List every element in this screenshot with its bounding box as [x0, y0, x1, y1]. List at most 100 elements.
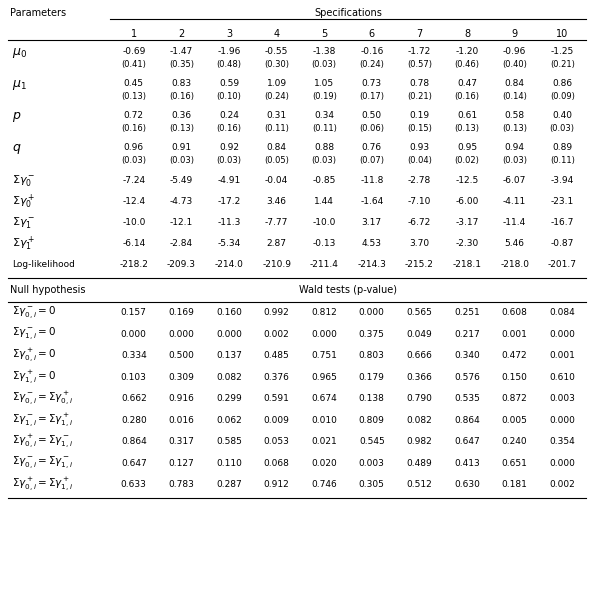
Text: -6.14: -6.14: [122, 239, 145, 248]
Text: -0.13: -0.13: [313, 239, 336, 248]
Text: 0.96: 0.96: [124, 143, 144, 152]
Text: 0.005: 0.005: [502, 416, 528, 424]
Text: 0.082: 0.082: [216, 373, 242, 382]
Text: -1.20: -1.20: [456, 47, 479, 56]
Text: $\Sigma\gamma_0^-$: $\Sigma\gamma_0^-$: [12, 173, 35, 188]
Text: 0.86: 0.86: [552, 79, 572, 88]
Text: 0.630: 0.630: [454, 480, 480, 489]
Text: 0.50: 0.50: [362, 111, 382, 120]
Text: -0.96: -0.96: [503, 47, 527, 56]
Text: 3.46: 3.46: [267, 197, 287, 206]
Text: $\Sigma\gamma_{1,i}^- = 0$: $\Sigma\gamma_{1,i}^- = 0$: [12, 326, 56, 342]
Text: 0.608: 0.608: [502, 308, 528, 317]
Text: (0.35): (0.35): [169, 60, 194, 69]
Text: $\Sigma\gamma_{1,i}^+ = 0$: $\Sigma\gamma_{1,i}^+ = 0$: [12, 368, 56, 386]
Text: -4.91: -4.91: [217, 176, 241, 185]
Text: $\Sigma\gamma_{0,i}^- = \Sigma\gamma_{0,i}^+$: $\Sigma\gamma_{0,i}^- = \Sigma\gamma_{0,…: [12, 390, 73, 407]
Text: (0.16): (0.16): [169, 92, 194, 101]
Text: 0.803: 0.803: [359, 351, 385, 360]
Text: 2.87: 2.87: [267, 239, 287, 248]
Text: -1.38: -1.38: [313, 47, 336, 56]
Text: 0.127: 0.127: [168, 459, 194, 468]
Text: Specifications: Specifications: [314, 7, 382, 18]
Text: -2.78: -2.78: [408, 176, 431, 185]
Text: 0.45: 0.45: [124, 79, 144, 88]
Text: -5.34: -5.34: [217, 239, 241, 248]
Text: 0.916: 0.916: [168, 394, 194, 403]
Text: 0.512: 0.512: [407, 480, 432, 489]
Text: 0.812: 0.812: [311, 308, 337, 317]
Text: 0.376: 0.376: [264, 373, 290, 382]
Text: (0.16): (0.16): [216, 124, 242, 133]
Text: -6.07: -6.07: [503, 176, 527, 185]
Text: (0.03): (0.03): [311, 156, 337, 165]
Text: 0.84: 0.84: [505, 79, 525, 88]
Text: $\Sigma\gamma_{0,i}^+ = \Sigma\gamma_{1,i}^+$: $\Sigma\gamma_{0,i}^+ = \Sigma\gamma_{1,…: [12, 476, 73, 493]
Text: 0.137: 0.137: [216, 351, 242, 360]
Text: 3: 3: [226, 29, 232, 38]
Text: (0.48): (0.48): [216, 60, 242, 69]
Text: 0.84: 0.84: [267, 143, 287, 152]
Text: 0.864: 0.864: [121, 437, 147, 446]
Text: 0.662: 0.662: [121, 394, 147, 403]
Text: 0.92: 0.92: [219, 143, 239, 152]
Text: 0.647: 0.647: [121, 459, 147, 468]
Text: 0.585: 0.585: [216, 437, 242, 446]
Text: -2.84: -2.84: [170, 239, 193, 248]
Text: 8: 8: [464, 29, 470, 38]
Text: (0.03): (0.03): [216, 156, 242, 165]
Text: 0.280: 0.280: [121, 416, 147, 424]
Text: (0.24): (0.24): [359, 60, 384, 69]
Text: 0.002: 0.002: [549, 480, 575, 489]
Text: 0.317: 0.317: [168, 437, 194, 446]
Text: 0.009: 0.009: [264, 416, 290, 424]
Text: $\Sigma\gamma_{1,i}^- = \Sigma\gamma_{1,i}^+$: $\Sigma\gamma_{1,i}^- = \Sigma\gamma_{1,…: [12, 412, 73, 429]
Text: Wald tests (p-value): Wald tests (p-value): [299, 285, 397, 295]
Text: (0.03): (0.03): [311, 60, 337, 69]
Text: 0.647: 0.647: [454, 437, 480, 446]
Text: 3.17: 3.17: [362, 218, 382, 227]
Text: 0.992: 0.992: [264, 308, 290, 317]
Text: 0.240: 0.240: [502, 437, 527, 446]
Text: 0.010: 0.010: [311, 416, 337, 424]
Text: 5: 5: [321, 29, 327, 38]
Text: (0.04): (0.04): [407, 156, 432, 165]
Text: -3.94: -3.94: [551, 176, 574, 185]
Text: 0.576: 0.576: [454, 373, 480, 382]
Text: $\Sigma\gamma_1^-$: $\Sigma\gamma_1^-$: [12, 215, 35, 230]
Text: $\Sigma\gamma_{0,i}^+ = 0$: $\Sigma\gamma_{0,i}^+ = 0$: [12, 347, 56, 364]
Text: 0.084: 0.084: [549, 308, 575, 317]
Text: 0.93: 0.93: [410, 143, 430, 152]
Text: (0.05): (0.05): [264, 156, 289, 165]
Text: 0.912: 0.912: [264, 480, 290, 489]
Text: (0.46): (0.46): [454, 60, 479, 69]
Text: 0.73: 0.73: [362, 79, 382, 88]
Text: 0.340: 0.340: [454, 351, 480, 360]
Text: 1.09: 1.09: [267, 79, 287, 88]
Text: (0.21): (0.21): [550, 60, 574, 69]
Text: 0.003: 0.003: [549, 394, 575, 403]
Text: Parameters: Parameters: [10, 7, 66, 18]
Text: -210.9: -210.9: [262, 259, 291, 269]
Text: 0.565: 0.565: [407, 308, 433, 317]
Text: 0.47: 0.47: [457, 79, 477, 88]
Text: (0.16): (0.16): [454, 92, 479, 101]
Text: 0.746: 0.746: [311, 480, 337, 489]
Text: 0.31: 0.31: [267, 111, 287, 120]
Text: (0.13): (0.13): [454, 124, 479, 133]
Text: 0.610: 0.610: [549, 373, 575, 382]
Text: -1.25: -1.25: [551, 47, 574, 56]
Text: $q$: $q$: [12, 143, 21, 157]
Text: -7.77: -7.77: [265, 218, 288, 227]
Text: 0.89: 0.89: [552, 143, 572, 152]
Text: 0.413: 0.413: [454, 459, 480, 468]
Text: -2.30: -2.30: [456, 239, 479, 248]
Text: 0.61: 0.61: [457, 111, 477, 120]
Text: (0.17): (0.17): [359, 92, 384, 101]
Text: (0.06): (0.06): [359, 124, 384, 133]
Text: 0.299: 0.299: [216, 394, 242, 403]
Text: (0.30): (0.30): [264, 60, 289, 69]
Text: $\Sigma\gamma_1^+$: $\Sigma\gamma_1^+$: [12, 234, 35, 253]
Text: $\Sigma\gamma_{0,i}^+ = \Sigma\gamma_{1,i}^-$: $\Sigma\gamma_{0,i}^+ = \Sigma\gamma_{1,…: [12, 433, 73, 451]
Text: 0.138: 0.138: [359, 394, 385, 403]
